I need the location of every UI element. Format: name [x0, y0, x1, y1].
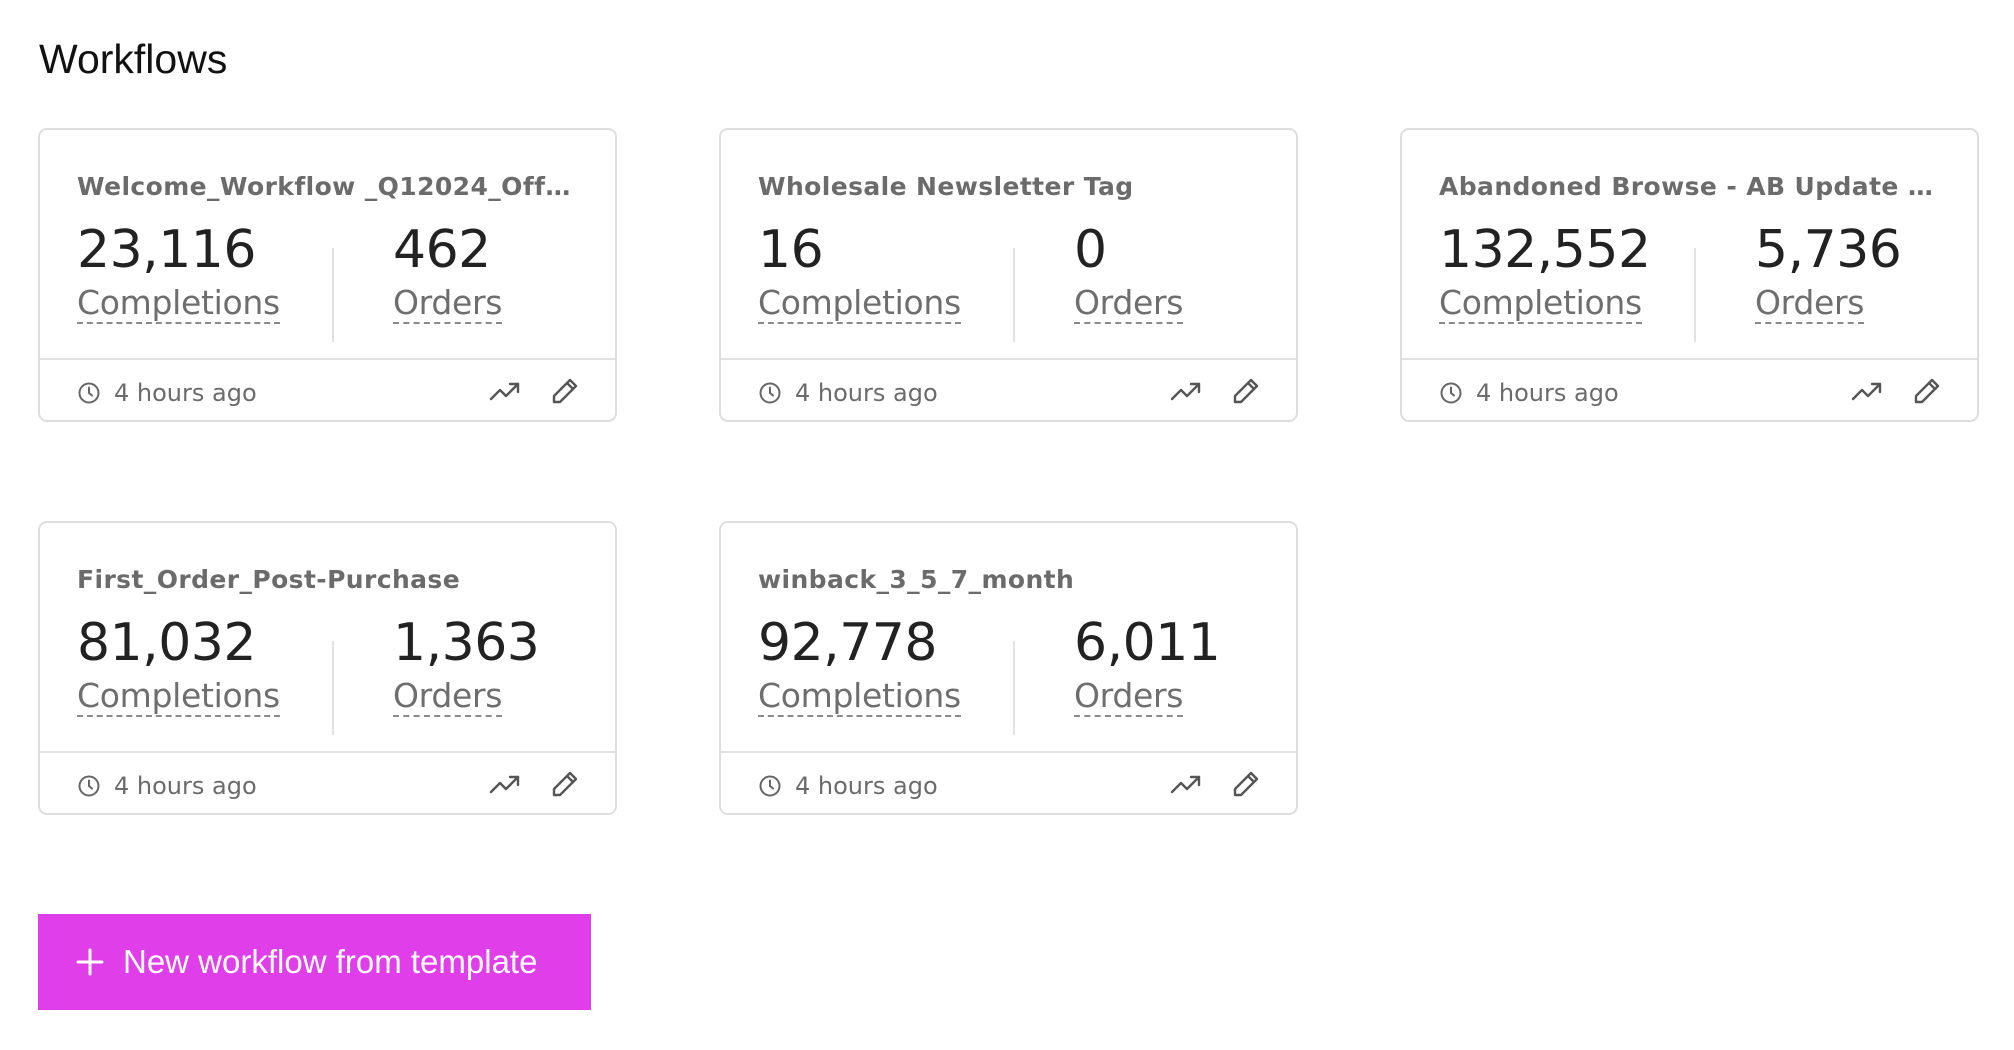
last-updated-text: 4 hours ago	[1476, 379, 1619, 407]
orders-value: 0	[1074, 220, 1107, 280]
trend-up-icon[interactable]	[1851, 378, 1883, 404]
metric-divider	[1013, 248, 1015, 342]
metric-divider	[1013, 641, 1015, 735]
orders-label[interactable]: Orders	[1074, 676, 1184, 717]
completions-value: 16	[758, 220, 824, 280]
workflow-name[interactable]: Welcome_Workflow _Q12024_Offer_Test	[77, 172, 585, 201]
trend-up-icon[interactable]	[489, 771, 521, 797]
workflow-name[interactable]: winback_3_5_7_month	[758, 565, 1075, 594]
trend-up-icon[interactable]	[1170, 378, 1202, 404]
orders-label[interactable]: Orders	[393, 283, 503, 324]
completions-metric: 23,116 Completions	[77, 224, 280, 324]
completions-value: 92,778	[758, 613, 937, 673]
workflow-card[interactable]: Welcome_Workflow _Q12024_Offer_Test 23,1…	[38, 128, 617, 422]
metric-divider	[332, 641, 334, 735]
orders-metric: 1,363 Orders	[393, 613, 540, 717]
card-footer: 4 hours ago	[721, 751, 1296, 813]
completions-label[interactable]: Completions	[77, 283, 280, 324]
completions-metric: 132,552 Completions	[1439, 224, 1651, 324]
last-updated-text: 4 hours ago	[114, 772, 257, 800]
workflow-name[interactable]: Wholesale Newsletter Tag	[758, 172, 1134, 201]
completions-label[interactable]: Completions	[758, 676, 961, 717]
card-footer: 4 hours ago	[721, 358, 1296, 420]
clock-icon	[1440, 382, 1462, 404]
orders-value: 1,363	[393, 613, 540, 673]
metric-divider	[1694, 248, 1696, 342]
completions-value: 81,032	[77, 613, 256, 673]
pencil-icon[interactable]	[1231, 769, 1261, 799]
pencil-icon[interactable]	[1912, 376, 1942, 406]
last-updated-text: 4 hours ago	[795, 772, 938, 800]
workflow-name[interactable]: First_Order_Post-Purchase	[77, 565, 461, 594]
workflow-card[interactable]: winback_3_5_7_month 92,778 Completions 6…	[719, 521, 1298, 815]
clock-icon	[78, 775, 100, 797]
completions-label[interactable]: Completions	[77, 676, 280, 717]
workflow-card[interactable]: Wholesale Newsletter Tag 16 Completions …	[719, 128, 1298, 422]
workflow-card[interactable]: First_Order_Post-Purchase 81,032 Complet…	[38, 521, 617, 815]
trend-up-icon[interactable]	[489, 378, 521, 404]
completions-value: 23,116	[77, 220, 256, 280]
orders-value: 6,011	[1074, 613, 1221, 673]
orders-label[interactable]: Orders	[393, 676, 503, 717]
orders-metric: 5,736 Orders	[1755, 220, 1902, 324]
plus-icon	[76, 948, 104, 976]
workflow-name[interactable]: Abandoned Browse - AB Update Septe...	[1439, 172, 1947, 201]
last-updated-text: 4 hours ago	[795, 379, 938, 407]
last-updated-text: 4 hours ago	[114, 379, 257, 407]
pencil-icon[interactable]	[550, 376, 580, 406]
clock-icon	[759, 775, 781, 797]
page-title: Workflows	[39, 36, 228, 82]
orders-label[interactable]: Orders	[1074, 283, 1184, 324]
pencil-icon[interactable]	[1231, 376, 1261, 406]
card-footer: 4 hours ago	[1402, 358, 1977, 420]
orders-metric: 0 Orders	[1074, 224, 1183, 324]
clock-icon	[759, 382, 781, 404]
completions-metric: 16 Completions	[758, 224, 961, 324]
clock-icon	[78, 382, 100, 404]
completions-label[interactable]: Completions	[758, 283, 961, 324]
completions-value: 132,552	[1439, 220, 1651, 280]
workflow-card[interactable]: Abandoned Browse - AB Update Septe... 13…	[1400, 128, 1979, 422]
orders-value: 462	[393, 220, 491, 280]
orders-metric: 6,011 Orders	[1074, 613, 1221, 717]
card-footer: 4 hours ago	[40, 358, 615, 420]
trend-up-icon[interactable]	[1170, 771, 1202, 797]
metric-divider	[332, 248, 334, 342]
orders-metric: 462 Orders	[393, 224, 502, 324]
completions-metric: 81,032 Completions	[77, 617, 280, 717]
new-workflow-from-template-button[interactable]: New workflow from template	[38, 914, 591, 1010]
completions-label[interactable]: Completions	[1439, 283, 1642, 324]
orders-label[interactable]: Orders	[1755, 283, 1865, 324]
orders-value: 5,736	[1755, 220, 1902, 280]
pencil-icon[interactable]	[550, 769, 580, 799]
card-footer: 4 hours ago	[40, 751, 615, 813]
completions-metric: 92,778 Completions	[758, 617, 961, 717]
new-workflow-label: New workflow from template	[123, 943, 538, 980]
